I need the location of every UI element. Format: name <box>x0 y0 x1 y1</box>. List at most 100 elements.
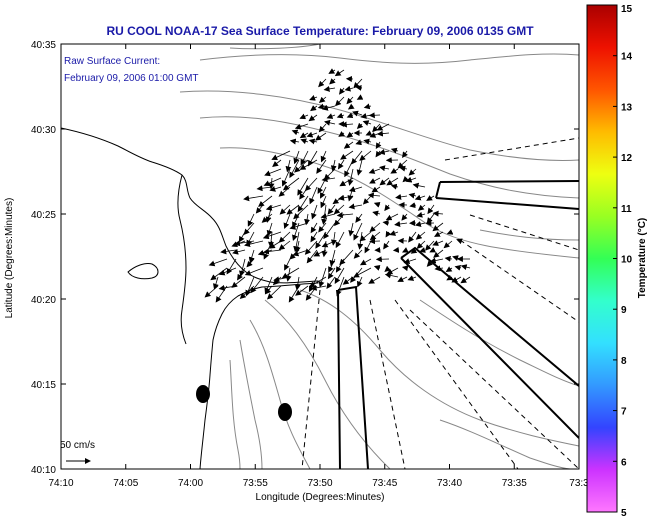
current-vector <box>342 276 354 285</box>
current-vector <box>445 266 453 273</box>
current-vector <box>278 240 291 251</box>
radar-site-marker <box>278 403 292 421</box>
current-vector <box>286 204 300 215</box>
current-vector <box>368 168 381 174</box>
current-vector <box>297 177 309 196</box>
current-vector <box>427 204 435 215</box>
current-vector <box>412 182 426 189</box>
current-vector <box>339 177 354 187</box>
colorbar-label: Temperature (°C) <box>637 218 648 299</box>
current-vector <box>335 96 345 107</box>
current-vector <box>208 258 228 267</box>
surface-current-vectors <box>204 68 471 303</box>
current-vector <box>382 219 390 226</box>
current-vector <box>432 210 444 217</box>
current-vector <box>273 276 291 283</box>
current-vector <box>232 248 246 255</box>
y-tick-label: 40:15 <box>31 380 56 391</box>
current-vector <box>328 68 336 74</box>
x-tick-label: 73:50 <box>307 478 332 489</box>
current-vector <box>294 240 301 253</box>
current-vector <box>278 231 291 243</box>
current-vector <box>326 113 336 119</box>
current-vector <box>285 159 292 173</box>
y-tick-label: 40:30 <box>31 125 56 136</box>
current-vector <box>310 284 327 291</box>
colorbar-tick-label: 5 <box>621 508 627 519</box>
current-vector <box>308 138 318 145</box>
current-vector <box>321 176 336 183</box>
current-vector <box>326 276 336 290</box>
current-vector <box>310 231 318 243</box>
current-vector <box>294 276 301 291</box>
current-vector <box>339 87 345 95</box>
y-axis-label: Latitude (Degrees:Minutes) <box>4 198 15 319</box>
current-vector <box>359 150 372 161</box>
colorbar-tick-label: 11 <box>621 204 632 215</box>
current-vector <box>245 276 255 297</box>
current-vector <box>338 194 354 201</box>
current-vector <box>261 213 273 223</box>
current-vector <box>344 159 354 178</box>
current-vector <box>266 222 273 237</box>
current-annotation-line2: February 09, 2006 01:00 GMT <box>64 73 199 84</box>
current-vector <box>417 204 426 211</box>
current-vector <box>264 285 273 295</box>
current-vector <box>419 247 426 253</box>
current-vector <box>291 129 300 136</box>
current-vector <box>353 78 363 89</box>
current-vector <box>311 204 318 220</box>
current-vector <box>315 132 327 141</box>
current-vector <box>324 119 336 126</box>
current-vector <box>340 121 354 128</box>
current-vector <box>263 248 282 255</box>
current-vector <box>248 249 255 264</box>
current-vector <box>376 123 390 131</box>
colorbar-tick-label: 14 <box>621 52 633 63</box>
current-vector <box>355 84 363 91</box>
current-vector <box>384 272 399 279</box>
current-vector <box>353 222 363 241</box>
colorbar-tick-label: 13 <box>621 102 633 113</box>
colorbar-tick-label: 7 <box>621 407 627 418</box>
current-vector <box>239 285 255 299</box>
current-vector <box>432 222 444 232</box>
current-vector <box>265 204 282 211</box>
current-vector <box>304 213 311 226</box>
current-vector <box>271 150 291 160</box>
current-vector <box>323 85 336 92</box>
current-vector <box>347 168 354 186</box>
current-vector <box>262 231 282 240</box>
current-vector <box>397 276 408 282</box>
current-vector <box>347 103 355 110</box>
current-vector <box>378 149 390 155</box>
current-vector <box>334 267 345 284</box>
transect-box-east <box>435 180 579 210</box>
current-vector <box>401 265 409 272</box>
current-vector <box>410 247 418 254</box>
current-vector <box>362 120 372 126</box>
current-vector <box>346 96 354 105</box>
current-vector <box>429 257 444 264</box>
transect-lines <box>301 137 579 469</box>
x-tick-label: 73:55 <box>243 478 268 489</box>
map-title: RU COOL NOAA-17 Sea Surface Temperature:… <box>106 24 534 38</box>
current-vector <box>320 213 336 220</box>
plot-area <box>61 44 579 469</box>
current-vector <box>264 168 282 177</box>
current-vector <box>409 202 417 209</box>
current-vector <box>318 96 327 103</box>
current-vector <box>416 240 426 249</box>
x-tick-label: 74:10 <box>48 478 73 489</box>
colorbar <box>586 4 618 513</box>
current-vector <box>266 285 282 300</box>
current-vector <box>336 112 345 119</box>
current-vector <box>343 141 354 149</box>
current-vector <box>429 246 437 253</box>
x-tick-label: 73:35 <box>502 478 527 489</box>
current-vector <box>218 267 237 276</box>
current-vector <box>368 112 381 119</box>
current-vector <box>416 211 426 218</box>
current-vector <box>356 94 364 100</box>
y-tick-label: 40:20 <box>31 295 56 306</box>
